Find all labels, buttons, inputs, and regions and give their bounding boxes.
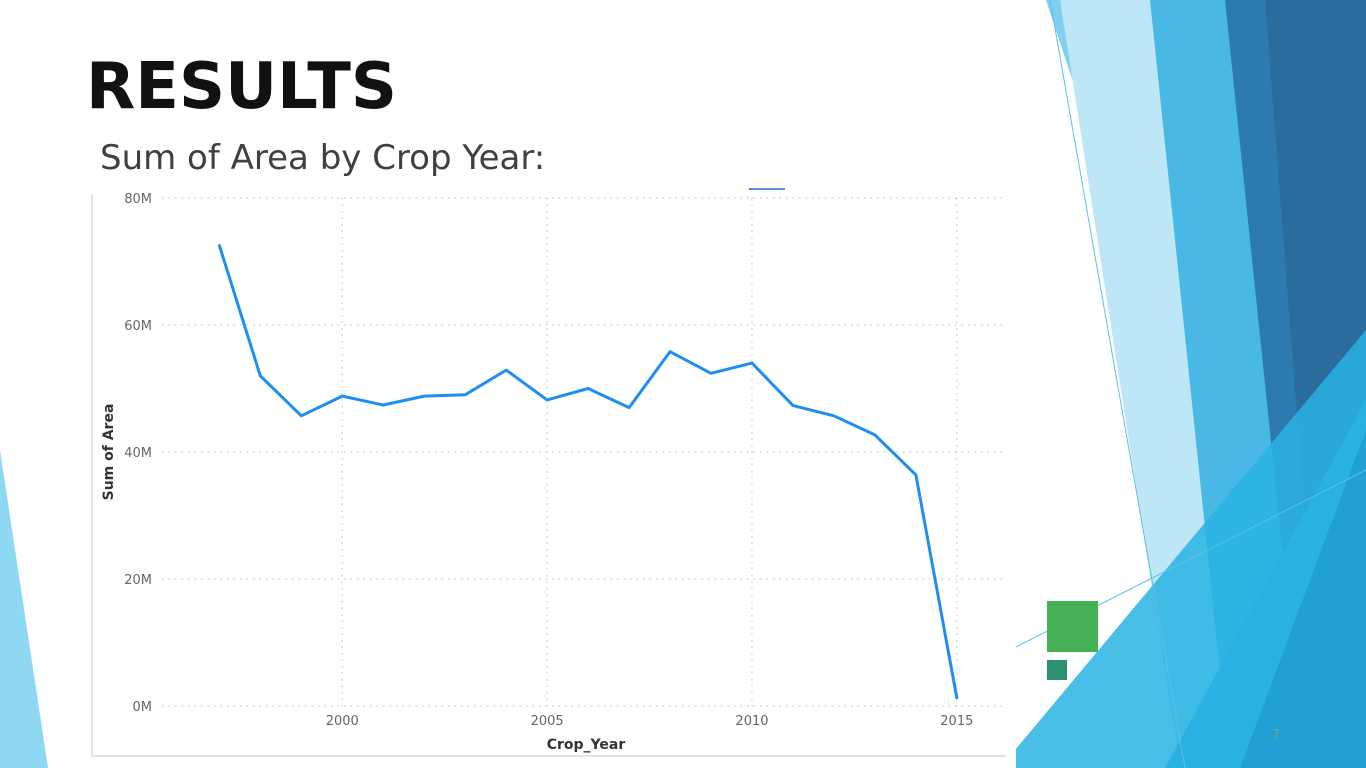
decor-facet-bottom-2 xyxy=(1240,430,1366,768)
x-tick-label: 2000 xyxy=(326,714,359,729)
x-tick-label: 2005 xyxy=(531,714,564,729)
y-tick-labels: 0M 20M 40M 60M 80M xyxy=(124,192,152,715)
decor-thin-line-1 xyxy=(1049,0,1186,768)
slide-title: RESULTS xyxy=(86,50,397,124)
accent-square-small xyxy=(1047,660,1067,680)
series-line xyxy=(217,244,959,700)
x-tick-labels: 2000 2005 2010 2015 xyxy=(326,714,974,729)
y-tick-label: 80M xyxy=(124,192,152,207)
grid-layer xyxy=(162,197,1006,707)
left-edge-triangle xyxy=(0,450,48,768)
y-tick-label: 60M xyxy=(124,319,152,334)
y-axis-title: Sum of Area xyxy=(101,404,117,501)
x-axis-title: Crop_Year xyxy=(547,737,626,753)
page-number: 7 xyxy=(1272,728,1281,743)
y-tick-label: 0M xyxy=(133,700,153,715)
decor-facet-bottom xyxy=(1000,330,1366,768)
slide-subtitle: Sum of Area by Crop Year: xyxy=(100,138,546,178)
y-tick-label: 20M xyxy=(124,573,152,588)
x-tick-label: 2015 xyxy=(940,714,973,729)
x-tick-label: 2010 xyxy=(735,714,768,729)
chart-background xyxy=(86,186,1016,768)
line-chart: 0M 20M 40M 60M 80M 2000 2005 2010 2015 Crop_Yea… xyxy=(86,186,1016,768)
accent-square-large xyxy=(1047,601,1098,652)
y-tick-label: 40M xyxy=(124,446,152,461)
